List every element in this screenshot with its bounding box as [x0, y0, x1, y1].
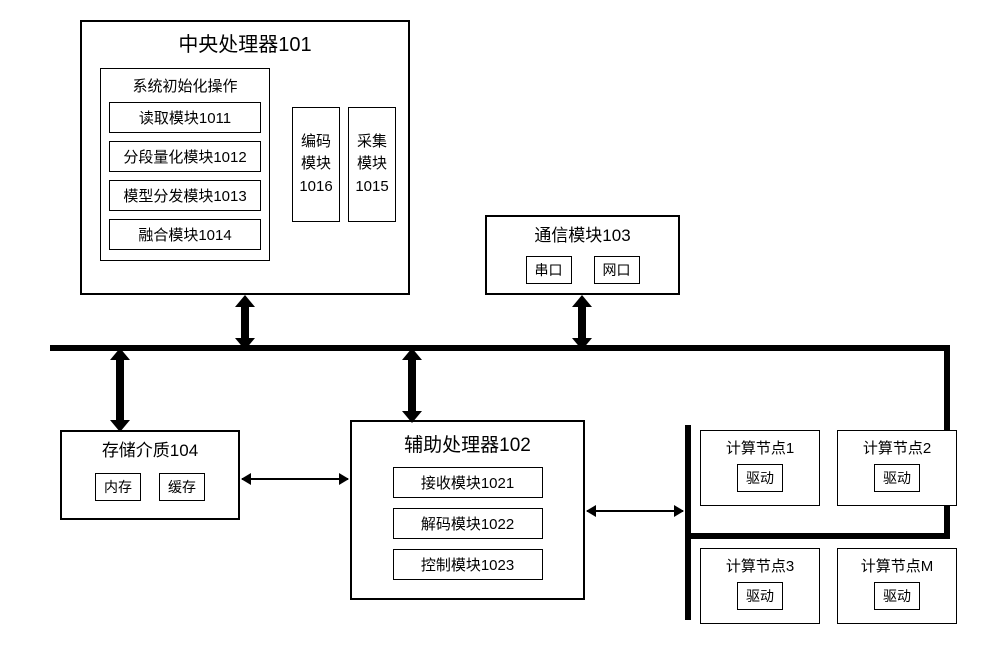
node-m-drive: 驱动 — [874, 582, 920, 610]
cpu-dispatch-module: 模型分发模块1013 — [109, 180, 261, 211]
cpu-collect-module: 采集 模块 1015 — [348, 107, 396, 222]
arrow-cpu-bus — [238, 295, 252, 350]
cpu-title: 中央处理器101 — [82, 22, 408, 61]
comm-net: 网口 — [594, 256, 640, 284]
node-1: 计算节点1 驱动 — [700, 430, 820, 506]
node-1-title: 计算节点1 — [701, 431, 819, 464]
collect-l1: 采集 — [357, 131, 387, 154]
arrow-aux-nodes — [587, 510, 683, 512]
cpu-fusion-module: 融合模块1014 — [109, 219, 261, 250]
node-2-drive: 驱动 — [874, 464, 920, 492]
aux-box: 辅助处理器102 接收模块1021 解码模块1022 控制模块1023 — [350, 420, 585, 600]
comm-box: 通信模块103 串口 网口 — [485, 215, 680, 295]
aux-decode: 解码模块1022 — [393, 508, 543, 539]
encode-l3: 1016 — [299, 176, 332, 199]
node-1-drive: 驱动 — [737, 464, 783, 492]
node-3-drive: 驱动 — [737, 582, 783, 610]
bus-main — [50, 345, 950, 351]
node-3-title: 计算节点3 — [701, 549, 819, 582]
aux-title: 辅助处理器102 — [352, 422, 583, 463]
arrow-comm-bus — [575, 295, 589, 350]
aux-ctrl: 控制模块1023 — [393, 549, 543, 580]
collect-l2: 模块 — [357, 153, 387, 176]
comm-serial: 串口 — [526, 256, 572, 284]
cpu-quant-module: 分段量化模块1012 — [109, 141, 261, 172]
storage-title: 存储介质104 — [62, 432, 238, 465]
cpu-read-module: 读取模块1011 — [109, 102, 261, 133]
bus-node-vertical — [685, 425, 691, 620]
node-3: 计算节点3 驱动 — [700, 548, 820, 624]
cpu-encode-module: 编码 模块 1016 — [292, 107, 340, 222]
arrow-storage-bus — [113, 348, 127, 432]
storage-cache: 缓存 — [159, 473, 205, 501]
encode-l2: 模块 — [301, 153, 331, 176]
encode-l1: 编码 — [301, 131, 331, 154]
comm-title: 通信模块103 — [487, 217, 678, 250]
node-m: 计算节点M 驱动 — [837, 548, 957, 624]
bus-lower-horizontal — [685, 533, 950, 539]
node-2-title: 计算节点2 — [838, 431, 956, 464]
cpu-init-title: 系统初始化操作 — [109, 75, 261, 102]
storage-box: 存储介质104 内存 缓存 — [60, 430, 240, 520]
arrow-storage-aux — [242, 478, 348, 480]
arrow-aux-bus — [405, 348, 419, 423]
storage-mem: 内存 — [95, 473, 141, 501]
cpu-box: 中央处理器101 系统初始化操作 读取模块1011 分段量化模块1012 模型分… — [80, 20, 410, 295]
node-2: 计算节点2 驱动 — [837, 430, 957, 506]
node-m-title: 计算节点M — [838, 549, 956, 582]
aux-recv: 接收模块1021 — [393, 467, 543, 498]
collect-l3: 1015 — [355, 176, 388, 199]
